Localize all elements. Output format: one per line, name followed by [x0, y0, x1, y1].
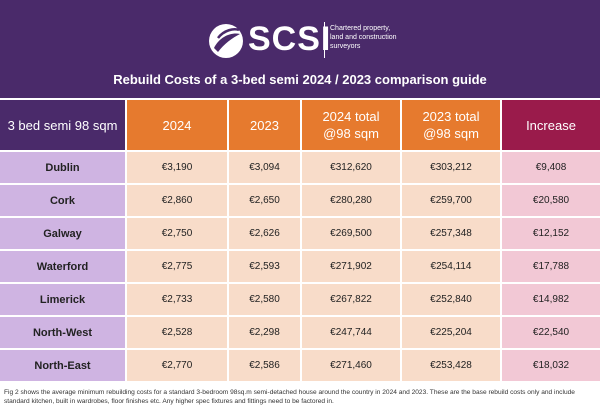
column-header-line: @98 sqm [323, 126, 379, 141]
row-label: Dublin [0, 152, 125, 183]
table-cell: €2,586 [229, 350, 300, 381]
table-cell: €253,428 [402, 350, 500, 381]
table-cell: €12,152 [502, 218, 600, 249]
table-cell: €252,840 [402, 284, 500, 315]
column-header-line: 2024 [162, 117, 192, 133]
table-cell: €2,298 [229, 317, 300, 348]
table-cell: €2,860 [127, 185, 227, 216]
table-cell: €303,212 [402, 152, 500, 183]
table-cell: €3,094 [229, 152, 300, 183]
column-header-line: Increase [526, 117, 576, 133]
table-cell: €17,788 [502, 251, 600, 282]
table-cell: €9,408 [502, 152, 600, 183]
table-cell: €269,500 [302, 218, 400, 249]
row-label: North-West [0, 317, 125, 348]
row-label: Galway [0, 218, 125, 249]
row-label: North-East [0, 350, 125, 381]
table-cell: €280,280 [302, 185, 400, 216]
table-cell: €2,775 [127, 251, 227, 282]
table-cell: €271,902 [302, 251, 400, 282]
table-cell: €22,540 [502, 317, 600, 348]
table-cell: €267,822 [302, 284, 400, 315]
table-cell: €2,750 [127, 218, 227, 249]
column-header-line: 3 bed semi 98 sqm [7, 117, 118, 133]
table-cell: €225,204 [402, 317, 500, 348]
table-cell: €259,700 [402, 185, 500, 216]
table: 3 bed semi 98 sqm 2024 2023 2024 total @98 s… [0, 100, 600, 381]
divider [324, 22, 325, 58]
column-header: 3 bed semi 98 sqm [0, 100, 125, 150]
tagline-line: Chartered property, [330, 25, 391, 32]
row-label: Waterford [0, 251, 125, 282]
table-cell: €2,580 [229, 284, 300, 315]
column-header-line: 2023 total [422, 109, 480, 124]
column-header-line: @98 sqm [423, 126, 479, 141]
table-cell: €312,620 [302, 152, 400, 183]
header-band: SCSI Chartered property, land and constru… [0, 0, 600, 98]
row-label: Limerick [0, 284, 125, 315]
table-cell: €14,982 [502, 284, 600, 315]
table-cell: €247,744 [302, 317, 400, 348]
column-header-line: 2024 total [322, 109, 380, 124]
table-cell: €271,460 [302, 350, 400, 381]
table-cell: €257,348 [402, 218, 500, 249]
column-header: 2024 total @98 sqm [302, 100, 400, 150]
column-header: 2023 [229, 100, 300, 150]
table-cell: €2,528 [127, 317, 227, 348]
footnote: Fig 2 shows the average minimum rebuildi… [4, 389, 575, 405]
table-cell: €2,650 [229, 185, 300, 216]
logo-icon [209, 24, 243, 58]
brand: SCSI [248, 20, 332, 58]
tagline-line: surveyors [330, 43, 361, 50]
table-cell: €2,626 [229, 218, 300, 249]
table-cell: €20,580 [502, 185, 600, 216]
table-cell: €254,114 [402, 251, 500, 282]
row-label: Cork [0, 185, 125, 216]
tagline: Chartered property, land and construction… [330, 24, 397, 51]
column-header: Increase [502, 100, 600, 150]
column-header-line: 2023 [250, 117, 279, 133]
title: Rebuild Costs of a 3-bed semi 2024 / 202… [113, 72, 487, 87]
column-header: 2024 [127, 100, 227, 150]
table-cell: €3,190 [127, 152, 227, 183]
tagline-line: land and construction [330, 34, 397, 41]
table-cell: €2,733 [127, 284, 227, 315]
table-cell: €18,032 [502, 350, 600, 381]
table-cell: €2,770 [127, 350, 227, 381]
table-cell: €2,593 [229, 251, 300, 282]
column-header: 2023 total @98 sqm [402, 100, 500, 150]
